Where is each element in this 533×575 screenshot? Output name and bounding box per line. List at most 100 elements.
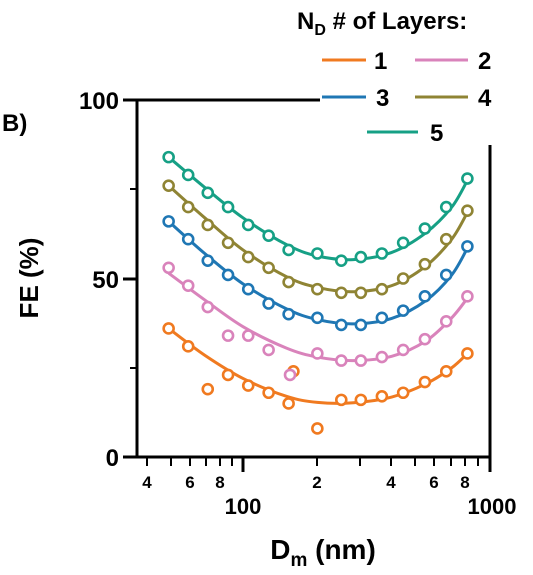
legend-title: ND # of Layers:	[297, 8, 467, 39]
data-point	[334, 393, 348, 407]
data-point	[282, 243, 295, 257]
data-point	[201, 218, 215, 232]
data-point	[241, 250, 255, 264]
data-point	[461, 347, 474, 360]
y-tick-label-0: 0	[106, 445, 119, 472]
data-point	[354, 286, 368, 300]
fit-line-series-5	[167, 155, 469, 262]
x-minor-label-6b: 6	[429, 473, 438, 492]
x-axis-title-main: D	[270, 534, 290, 565]
data-point	[375, 282, 389, 296]
series-1	[162, 322, 474, 435]
data-point	[162, 179, 175, 192]
data-point	[439, 200, 453, 214]
data-point	[354, 250, 368, 264]
data-point	[181, 340, 195, 353]
data-point	[396, 236, 410, 250]
x-minor-label-4a: 4	[142, 473, 152, 492]
data-point	[241, 329, 255, 342]
legend-title-sub: D	[314, 22, 326, 39]
data-point	[241, 218, 255, 232]
data-point	[375, 311, 389, 325]
data-point	[262, 229, 275, 242]
data-point	[439, 268, 453, 282]
data-point	[241, 379, 255, 392]
legend-label-2: 2	[478, 48, 491, 75]
data-point	[282, 397, 295, 410]
panel-label: B)	[2, 110, 27, 137]
data-point	[375, 247, 389, 260]
data-point	[311, 282, 324, 296]
data-point	[162, 322, 175, 335]
legend-title-rest: # of Layers:	[326, 8, 467, 35]
legend-label-5: 5	[430, 120, 443, 147]
x-minor-label-4b: 4	[386, 473, 396, 492]
data-point	[354, 318, 368, 332]
data-point	[418, 222, 432, 235]
legend-label-4: 4	[478, 85, 492, 112]
data-point	[262, 261, 275, 275]
x-axis-title: Dm (nm)	[270, 534, 376, 571]
x-axis-title-sub: m	[290, 550, 307, 571]
data-point	[201, 300, 215, 314]
data-point	[181, 232, 195, 246]
data-point	[221, 236, 235, 250]
series-3	[162, 215, 474, 332]
x-minor-label-6a: 6	[185, 473, 194, 492]
data-point	[375, 390, 389, 403]
series-5	[162, 150, 474, 267]
data-point	[181, 168, 195, 182]
fit-line-series-1	[167, 327, 469, 405]
data-point	[262, 343, 275, 357]
data-point	[201, 186, 215, 200]
data-point	[461, 172, 474, 185]
fit-line-series-2	[167, 271, 469, 363]
data-point	[262, 297, 275, 310]
data-point	[282, 275, 295, 289]
data-point	[282, 307, 295, 321]
series-2	[162, 261, 474, 382]
data-point	[162, 150, 175, 164]
data-point	[311, 422, 324, 435]
x-minor-label-8b: 8	[460, 473, 469, 492]
series-4	[162, 179, 474, 300]
data-point	[461, 240, 474, 253]
data-point	[311, 311, 324, 325]
legend-title-main: N	[297, 8, 314, 35]
data-point	[334, 354, 348, 367]
data-point	[334, 254, 348, 267]
plot-area	[162, 150, 474, 435]
data-point	[461, 290, 474, 303]
data-point	[439, 315, 453, 328]
data-point	[354, 393, 368, 407]
data-point	[221, 329, 235, 342]
data-point	[396, 386, 410, 400]
data-point	[162, 261, 175, 275]
y-ticks: 100 50 0	[79, 88, 137, 472]
data-point	[262, 386, 275, 400]
data-point	[461, 204, 474, 217]
data-point	[439, 365, 453, 378]
y-tick-label-50: 50	[92, 267, 119, 294]
legend-label-1: 1	[374, 48, 387, 75]
data-point	[221, 200, 235, 214]
data-point	[396, 304, 410, 317]
data-point	[181, 279, 195, 292]
data-point	[418, 332, 432, 346]
data-point	[375, 350, 389, 364]
data-point	[354, 354, 368, 367]
x-ticks: 4 6 8 2 4 6 8 100 1000	[142, 457, 516, 519]
data-point	[311, 247, 324, 260]
data-point	[334, 318, 348, 332]
data-point	[162, 215, 175, 228]
y-tick-label-100: 100	[79, 88, 119, 115]
data-point	[221, 268, 235, 282]
legend-label-3: 3	[376, 85, 389, 112]
data-point	[439, 232, 453, 246]
y-axis-title: FE (%)	[14, 238, 44, 319]
x-axis-title-unit: (nm)	[307, 534, 375, 565]
data-point	[241, 282, 255, 296]
x-minor-label-8a: 8	[215, 473, 224, 492]
legend: ND # of Layers: 1 2 3 4 5	[297, 8, 492, 147]
